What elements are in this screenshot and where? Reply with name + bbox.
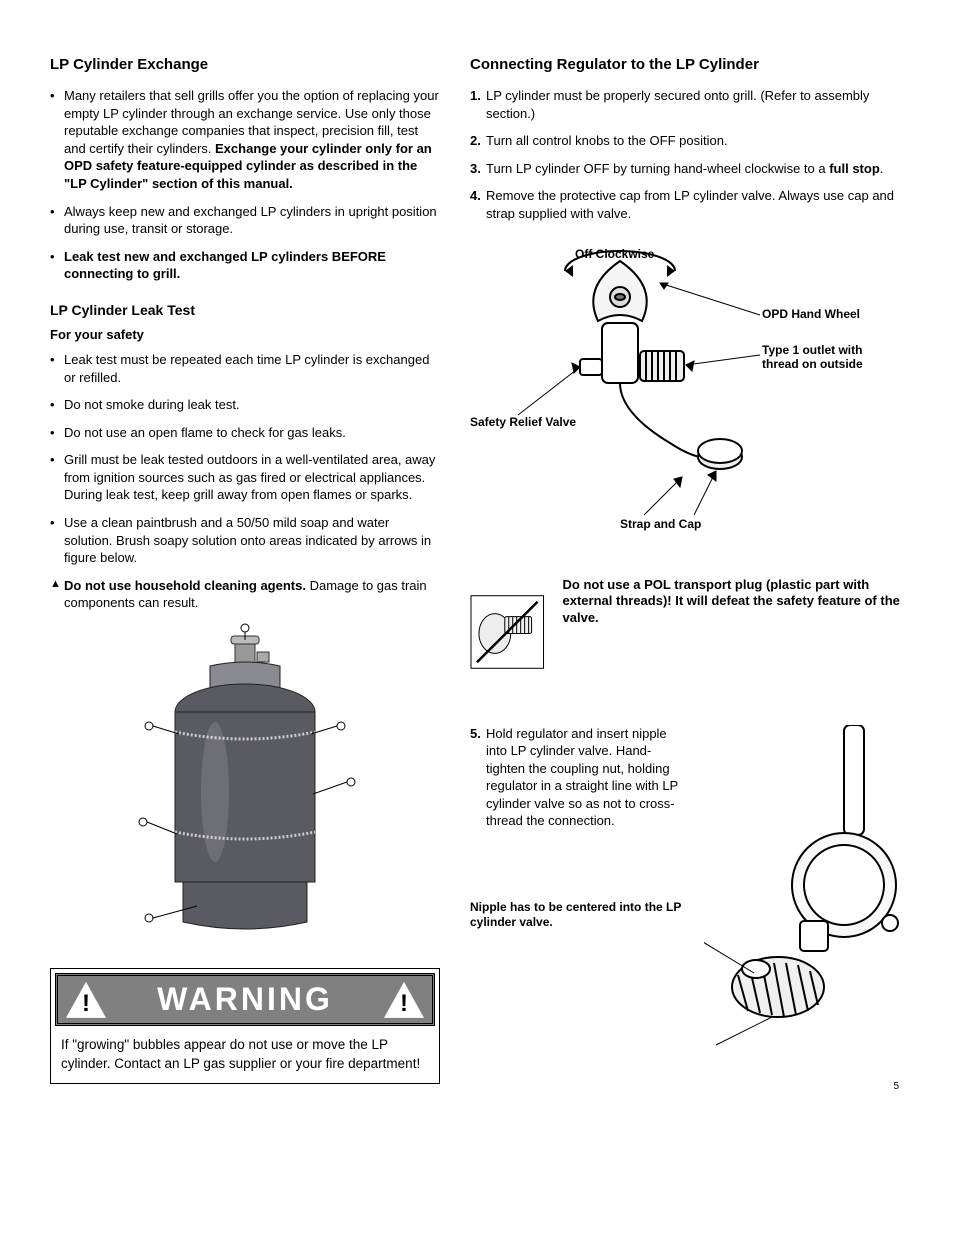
warning-body-text: If "growing" bubbles appear do not use o… [51,1030,439,1082]
connect-steps: 1.LP cylinder must be properly secured o… [470,87,904,222]
figure-pol-prohibition: Do not use a POL transport plug (plastic… [470,557,904,707]
list-item: Do not smoke during leak test. [50,396,440,414]
page-number: 5 [893,1080,899,1094]
list-item: Do not use an open flame to check for ga… [50,424,440,442]
warning-triangle-icon [384,982,424,1018]
list-item: 2.Turn all control knobs to the OFF posi… [470,132,904,150]
subheading-safety: For your safety [50,326,440,344]
step5-row: 5.Hold regulator and insert nipple into … [470,725,904,1060]
list-item: 5.Hold regulator and insert nipple into … [470,725,690,830]
list-item: 1.LP cylinder must be properly secured o… [470,87,904,122]
label-safety-relief: Safety Relief Valve [470,415,576,429]
right-column: Connecting Regulator to the LP Cylinder … [470,55,904,1084]
label-opd-hand-wheel: OPD Hand Wheel [762,307,860,321]
warning-triangle-icon [66,982,106,1018]
left-column: LP Cylinder Exchange Many retailers that… [50,55,440,1084]
list-item: Leak test must be repeated each time LP … [50,351,440,386]
list-item: Grill must be leak tested outdoors in a … [50,451,440,504]
label-type1-outlet: Type 1 outlet with thread on outside [762,343,892,372]
figure-valve-callouts: Off Clockwise OPD Hand Wheel Type 1 outl… [470,243,904,543]
figure-regulator [704,725,904,1060]
exchange-list: Many retailers that sell grills offer yo… [50,87,440,282]
warning-header: WARNING [55,973,435,1026]
figure-lp-cylinder [50,622,440,957]
list-item: 3.Turn LP cylinder OFF by turning hand-w… [470,160,904,178]
heading-leak-test: LP Cylinder Leak Test [50,301,440,320]
heading-connecting: Connecting Regulator to the LP Cylinder [470,55,904,75]
list-item: Always keep new and exchanged LP cylinde… [50,203,440,238]
list-item: Many retailers that sell grills offer yo… [50,87,440,192]
label-strap-cap: Strap and Cap [620,517,701,531]
warning-box: WARNING If "growing" bubbles appear do n… [50,968,440,1084]
pol-warning-text: Do not use a POL transport plug (plastic… [563,557,904,628]
label-off-clockwise: Off Clockwise [575,247,654,261]
warning-label: WARNING [106,978,384,1021]
list-item: Use a clean paintbrush and a 50/50 mild … [50,514,440,567]
heading-exchange: LP Cylinder Exchange [50,55,440,75]
list-item: Leak test new and exchanged LP cylinders… [50,248,440,283]
list-item-warning: Do not use household cleaning agents. Da… [50,577,440,612]
leak-list: Leak test must be repeated each time LP … [50,351,440,612]
label-nipple-centered: Nipple has to be centered into the LP cy… [470,900,690,931]
list-item: 4.Remove the protective cap from LP cyli… [470,187,904,222]
